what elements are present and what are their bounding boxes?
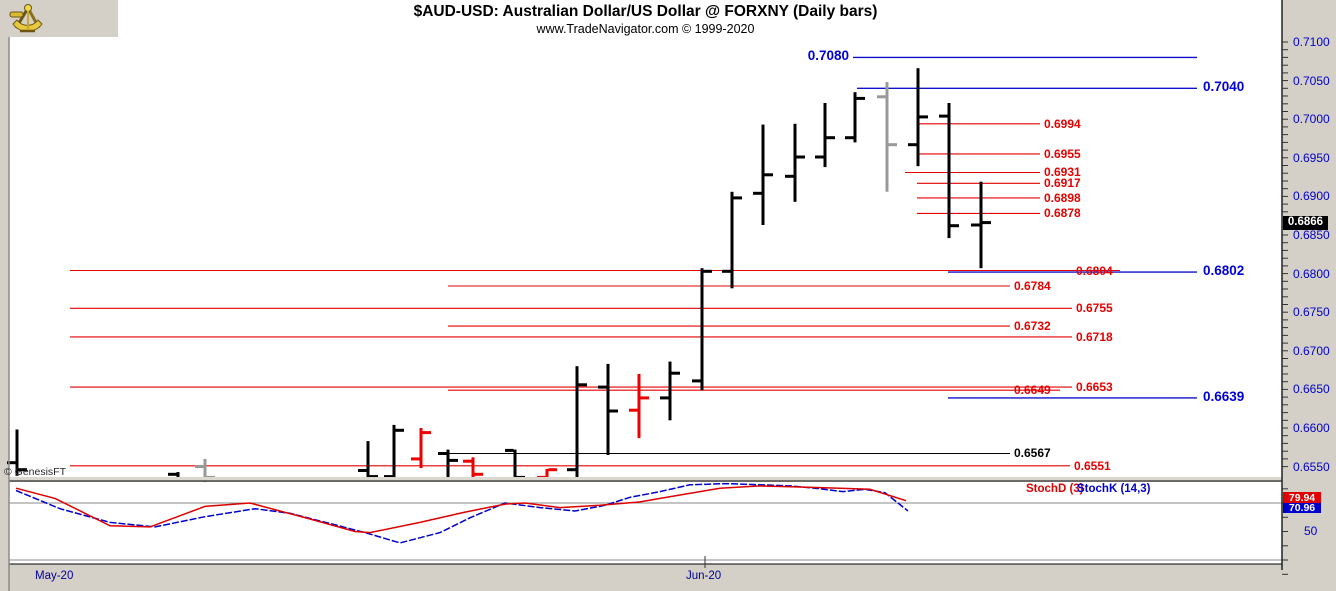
level-label-0.6804[interactable]: 0.6804 <box>1076 263 1113 278</box>
price-bar[interactable] <box>785 123 805 202</box>
level-label-0.6551[interactable]: 0.6551 <box>1074 458 1111 473</box>
price-axis-label: 0.6700 <box>1293 343 1330 358</box>
price-bar[interactable] <box>660 361 680 421</box>
price-bar[interactable] <box>7 429 27 476</box>
price-bar[interactable] <box>438 449 458 479</box>
price-axis-label: 0.6550 <box>1293 459 1330 474</box>
genesis-watermark: © GenesisFT <box>4 466 67 478</box>
date-label-may: May-20 <box>35 570 74 582</box>
stochastic-panel[interactable] <box>9 482 1282 564</box>
level-label-0.6878[interactable]: 0.6878 <box>1044 206 1081 221</box>
level-label-0.6639[interactable]: 0.6639 <box>1203 388 1245 404</box>
sextant-logo-icon <box>9 4 43 33</box>
level-label-0.6955[interactable]: 0.6955 <box>1044 146 1081 161</box>
stochd-legend: StochD (3) <box>1026 483 1084 495</box>
level-label-0.6649[interactable]: 0.6649 <box>1014 383 1051 398</box>
price-axis-label: 0.7100 <box>1293 35 1330 49</box>
price-axis-label: 0.7050 <box>1293 73 1330 88</box>
stochk-value-box: 70.96 <box>1283 502 1321 514</box>
price-bar[interactable] <box>939 103 959 239</box>
chart-header: $AUD-USD: Australian Dollar/US Dollar @ … <box>9 0 1282 36</box>
level-label-0.6898[interactable]: 0.6898 <box>1044 190 1081 205</box>
price-axis-label: 0.6650 <box>1293 382 1330 397</box>
price-bar[interactable] <box>411 428 431 469</box>
price-bar[interactable] <box>384 424 404 480</box>
stoch-axis-label-50: 50 <box>1304 524 1318 538</box>
level-label-0.6718[interactable]: 0.6718 <box>1076 329 1113 344</box>
level-label-0.6931[interactable]: 0.6931 <box>1044 165 1081 180</box>
level-label-0.7080[interactable]: 0.7080 <box>807 48 849 64</box>
price-bar[interactable] <box>567 366 587 479</box>
level-label-0.6802[interactable]: 0.6802 <box>1203 263 1245 279</box>
price-bar[interactable] <box>908 68 928 167</box>
price-bar[interactable] <box>358 441 378 479</box>
price-bar[interactable] <box>722 191 742 289</box>
level-label-0.6567[interactable]: 0.6567 <box>1014 446 1051 461</box>
price-panel[interactable] <box>9 0 1282 481</box>
stochd-value-box: 79.94 <box>1283 491 1321 504</box>
level-label-0.6732[interactable]: 0.6732 <box>1014 319 1051 334</box>
price-axis-label: 0.6850 <box>1293 228 1330 242</box>
price-bar[interactable] <box>845 92 865 143</box>
toolbar-corner <box>0 0 118 37</box>
price-bar[interactable] <box>815 103 835 168</box>
level-label-0.7040[interactable]: 0.7040 <box>1203 79 1245 95</box>
price-axis-label: 0.7000 <box>1293 112 1330 127</box>
price-axis-label: 0.6750 <box>1293 305 1330 320</box>
stochk-legend: StochK (14,3) <box>1077 483 1151 495</box>
level-label-0.6917[interactable]: 0.6917 <box>1044 176 1081 191</box>
level-label-0.6994[interactable]: 0.6994 <box>1044 116 1081 131</box>
price-bar[interactable] <box>692 268 712 391</box>
price-bar[interactable] <box>877 82 897 192</box>
price-bar[interactable] <box>753 124 773 225</box>
price-axis-label: 0.6950 <box>1293 150 1330 165</box>
price-bar[interactable] <box>463 457 483 479</box>
chart-title: $AUD-USD: Australian Dollar/US Dollar @ … <box>413 3 878 20</box>
last-price-box: 0.6866 <box>1283 215 1328 230</box>
date-label-jun: Jun-20 <box>686 570 722 582</box>
price-bar[interactable] <box>971 181 991 269</box>
stochd-line[interactable] <box>15 485 907 534</box>
price-bar[interactable] <box>598 363 618 455</box>
price-axis-label: 0.6900 <box>1293 189 1330 204</box>
level-label-0.6784[interactable]: 0.6784 <box>1014 278 1051 293</box>
level-label-0.6653[interactable]: 0.6653 <box>1076 380 1113 395</box>
panel-separator <box>9 477 1282 481</box>
price-axis-label: 0.6600 <box>1293 421 1330 435</box>
price-bar[interactable] <box>629 374 649 439</box>
price-axis-label: 0.6800 <box>1293 266 1330 281</box>
level-label-0.6755[interactable]: 0.6755 <box>1076 301 1113 316</box>
chart-subtitle: www.TradeNavigator.com © 1999-2020 <box>536 22 755 36</box>
